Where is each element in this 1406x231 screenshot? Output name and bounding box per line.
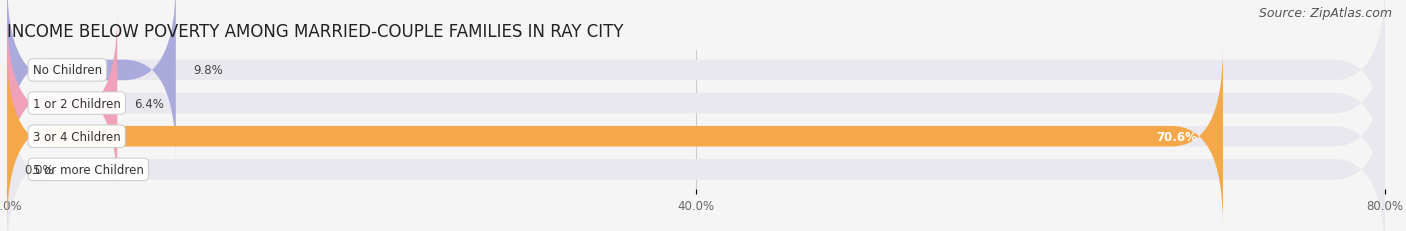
Text: 6.4%: 6.4% — [135, 97, 165, 110]
Text: 3 or 4 Children: 3 or 4 Children — [32, 130, 121, 143]
Text: 9.8%: 9.8% — [193, 64, 222, 77]
Text: 70.6%: 70.6% — [1156, 130, 1197, 143]
FancyBboxPatch shape — [7, 0, 176, 159]
FancyBboxPatch shape — [7, 48, 1223, 225]
Text: 5 or more Children: 5 or more Children — [32, 163, 143, 176]
Text: 1 or 2 Children: 1 or 2 Children — [32, 97, 121, 110]
FancyBboxPatch shape — [7, 81, 1385, 231]
Text: 0.0%: 0.0% — [24, 163, 53, 176]
Text: INCOME BELOW POVERTY AMONG MARRIED-COUPLE FAMILIES IN RAY CITY: INCOME BELOW POVERTY AMONG MARRIED-COUPL… — [7, 23, 623, 41]
FancyBboxPatch shape — [7, 0, 1385, 159]
Text: Source: ZipAtlas.com: Source: ZipAtlas.com — [1258, 7, 1392, 20]
FancyBboxPatch shape — [7, 48, 1385, 225]
FancyBboxPatch shape — [7, 15, 1385, 192]
Text: No Children: No Children — [32, 64, 103, 77]
FancyBboxPatch shape — [7, 15, 117, 192]
